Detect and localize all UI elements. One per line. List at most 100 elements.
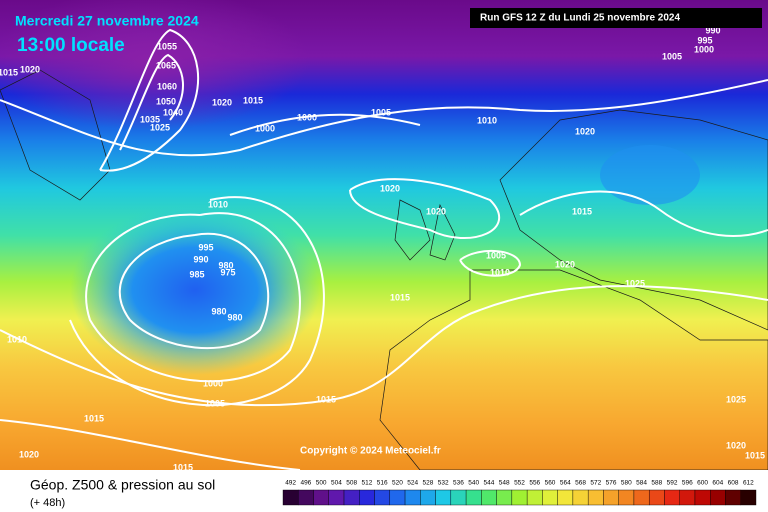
scale-label: 512: [361, 480, 372, 487]
isobar-label: 1015: [390, 292, 410, 302]
scale-label: 500: [316, 480, 327, 487]
scale-label: 568: [575, 480, 586, 487]
scale-swatch: [298, 489, 314, 506]
isobar-label: 1055: [157, 41, 177, 51]
scale-label: 596: [682, 480, 693, 487]
isobar-label: 1015: [84, 413, 104, 423]
isobar-label: 1020: [555, 259, 575, 269]
scale-swatch: [359, 489, 375, 506]
isobar-label: 980: [227, 312, 242, 322]
isobars: [0, 28, 768, 471]
scale-label: 612: [743, 480, 754, 487]
scale-swatch: [679, 489, 696, 506]
scale-swatch: [435, 489, 452, 506]
isobar-label: 1020: [19, 449, 39, 459]
isobar-label: 1000: [694, 44, 714, 54]
copyright: Copyright © 2024 Meteociel.fr: [300, 446, 441, 457]
scale-label: 584: [636, 480, 647, 487]
isobar-label: 990: [705, 25, 720, 35]
scale-label: 556: [529, 480, 540, 487]
scale-swatch: [557, 489, 574, 506]
scale-swatch: [725, 489, 741, 506]
scale-label: 540: [468, 480, 479, 487]
isobar-label: 1020: [20, 64, 40, 74]
scale-swatch: [542, 489, 558, 506]
scale-label: 524: [407, 480, 418, 487]
run-box: [470, 8, 762, 28]
isobar-label: 1060: [157, 81, 177, 91]
scale-label: 496: [300, 480, 311, 487]
isobar-label: 1010: [7, 334, 27, 344]
isobar-label: 1015: [745, 450, 765, 460]
isobar-label: 1015: [243, 95, 263, 105]
scale-label: 508: [346, 480, 357, 487]
isobar-label: 1020: [426, 206, 446, 216]
scale-swatch: [603, 489, 619, 506]
isobar-label: 1000: [297, 112, 317, 122]
scale-label: 564: [560, 480, 571, 487]
isobar-label: 1005: [662, 51, 682, 61]
scale-label: 548: [499, 480, 510, 487]
scale-swatch: [587, 489, 604, 506]
scale-swatch: [420, 489, 436, 506]
isobar-label: 1015: [316, 394, 336, 404]
isobar-label: 1025: [150, 122, 170, 132]
isobar-label: 1005: [371, 107, 391, 117]
scale-label: 592: [667, 480, 678, 487]
isobar-label: 1025: [625, 278, 645, 288]
scale-swatch: [664, 489, 680, 506]
scale-label: 580: [621, 480, 632, 487]
isobar-label: 985: [189, 269, 204, 279]
scale-swatch: [374, 489, 391, 506]
scale-swatch: [740, 489, 757, 506]
scale-label: 536: [453, 480, 464, 487]
scale-label: 520: [392, 480, 403, 487]
scale-swatch: [465, 489, 482, 506]
isobar-label: 1020: [212, 97, 232, 107]
scale-label: 528: [423, 480, 434, 487]
scale-label: 600: [697, 480, 708, 487]
isobar-label: 1025: [726, 394, 746, 404]
scale-swatch: [328, 489, 345, 506]
scale-swatch: [450, 489, 467, 506]
isobar-label: 1015: [572, 206, 592, 216]
isobar-label: 995: [198, 242, 213, 252]
scale-swatch: [343, 489, 360, 506]
scale-swatch: [648, 489, 665, 506]
run: Run GFS 12 Z du Lundi 25 novembre 2024: [480, 13, 680, 24]
scale-label: 572: [590, 480, 601, 487]
isobar-label: 1000: [255, 123, 275, 133]
scale-swatch: [633, 489, 650, 506]
isobar-label: 1005: [486, 250, 506, 260]
scale-swatch: [496, 489, 513, 506]
scale-swatch: [526, 489, 543, 506]
color-scale: 492 496 500 504 508 512 516 520 524 528 532 536 540 5…: [282, 480, 757, 506]
scale-swatch: [481, 489, 497, 506]
scale-label: 604: [712, 480, 723, 487]
scale-label: 544: [484, 480, 495, 487]
isobar-label: 990: [193, 254, 208, 264]
isobar-label: 995: [697, 35, 712, 45]
scale-swatch: [572, 489, 589, 506]
isobar-label: 1000: [203, 378, 223, 388]
isobar-label: 1020: [380, 183, 400, 193]
footer-title: Géop. Z500 & pression au sol: [30, 477, 215, 493]
isobar-label: 1065: [156, 60, 176, 70]
scale-swatch: [710, 489, 726, 506]
footer-lead: (+ 48h): [30, 497, 65, 509]
date: Mercredi 27 novembre 2024: [15, 13, 199, 29]
scale-swatch: [389, 489, 406, 506]
scale-swatch: [313, 489, 329, 506]
isobar-label: 975: [220, 267, 235, 277]
scale-swatch: [511, 489, 528, 506]
isobar-label: 1010: [477, 115, 497, 125]
scale-label: 560: [545, 480, 556, 487]
isobar-label: 1040: [163, 107, 183, 117]
isobar-label: 1005: [205, 398, 225, 408]
scale-label: 492: [285, 480, 296, 487]
scale-swatch: [694, 489, 711, 506]
scale-label: 588: [651, 480, 662, 487]
isobar-label: 1020: [575, 126, 595, 136]
